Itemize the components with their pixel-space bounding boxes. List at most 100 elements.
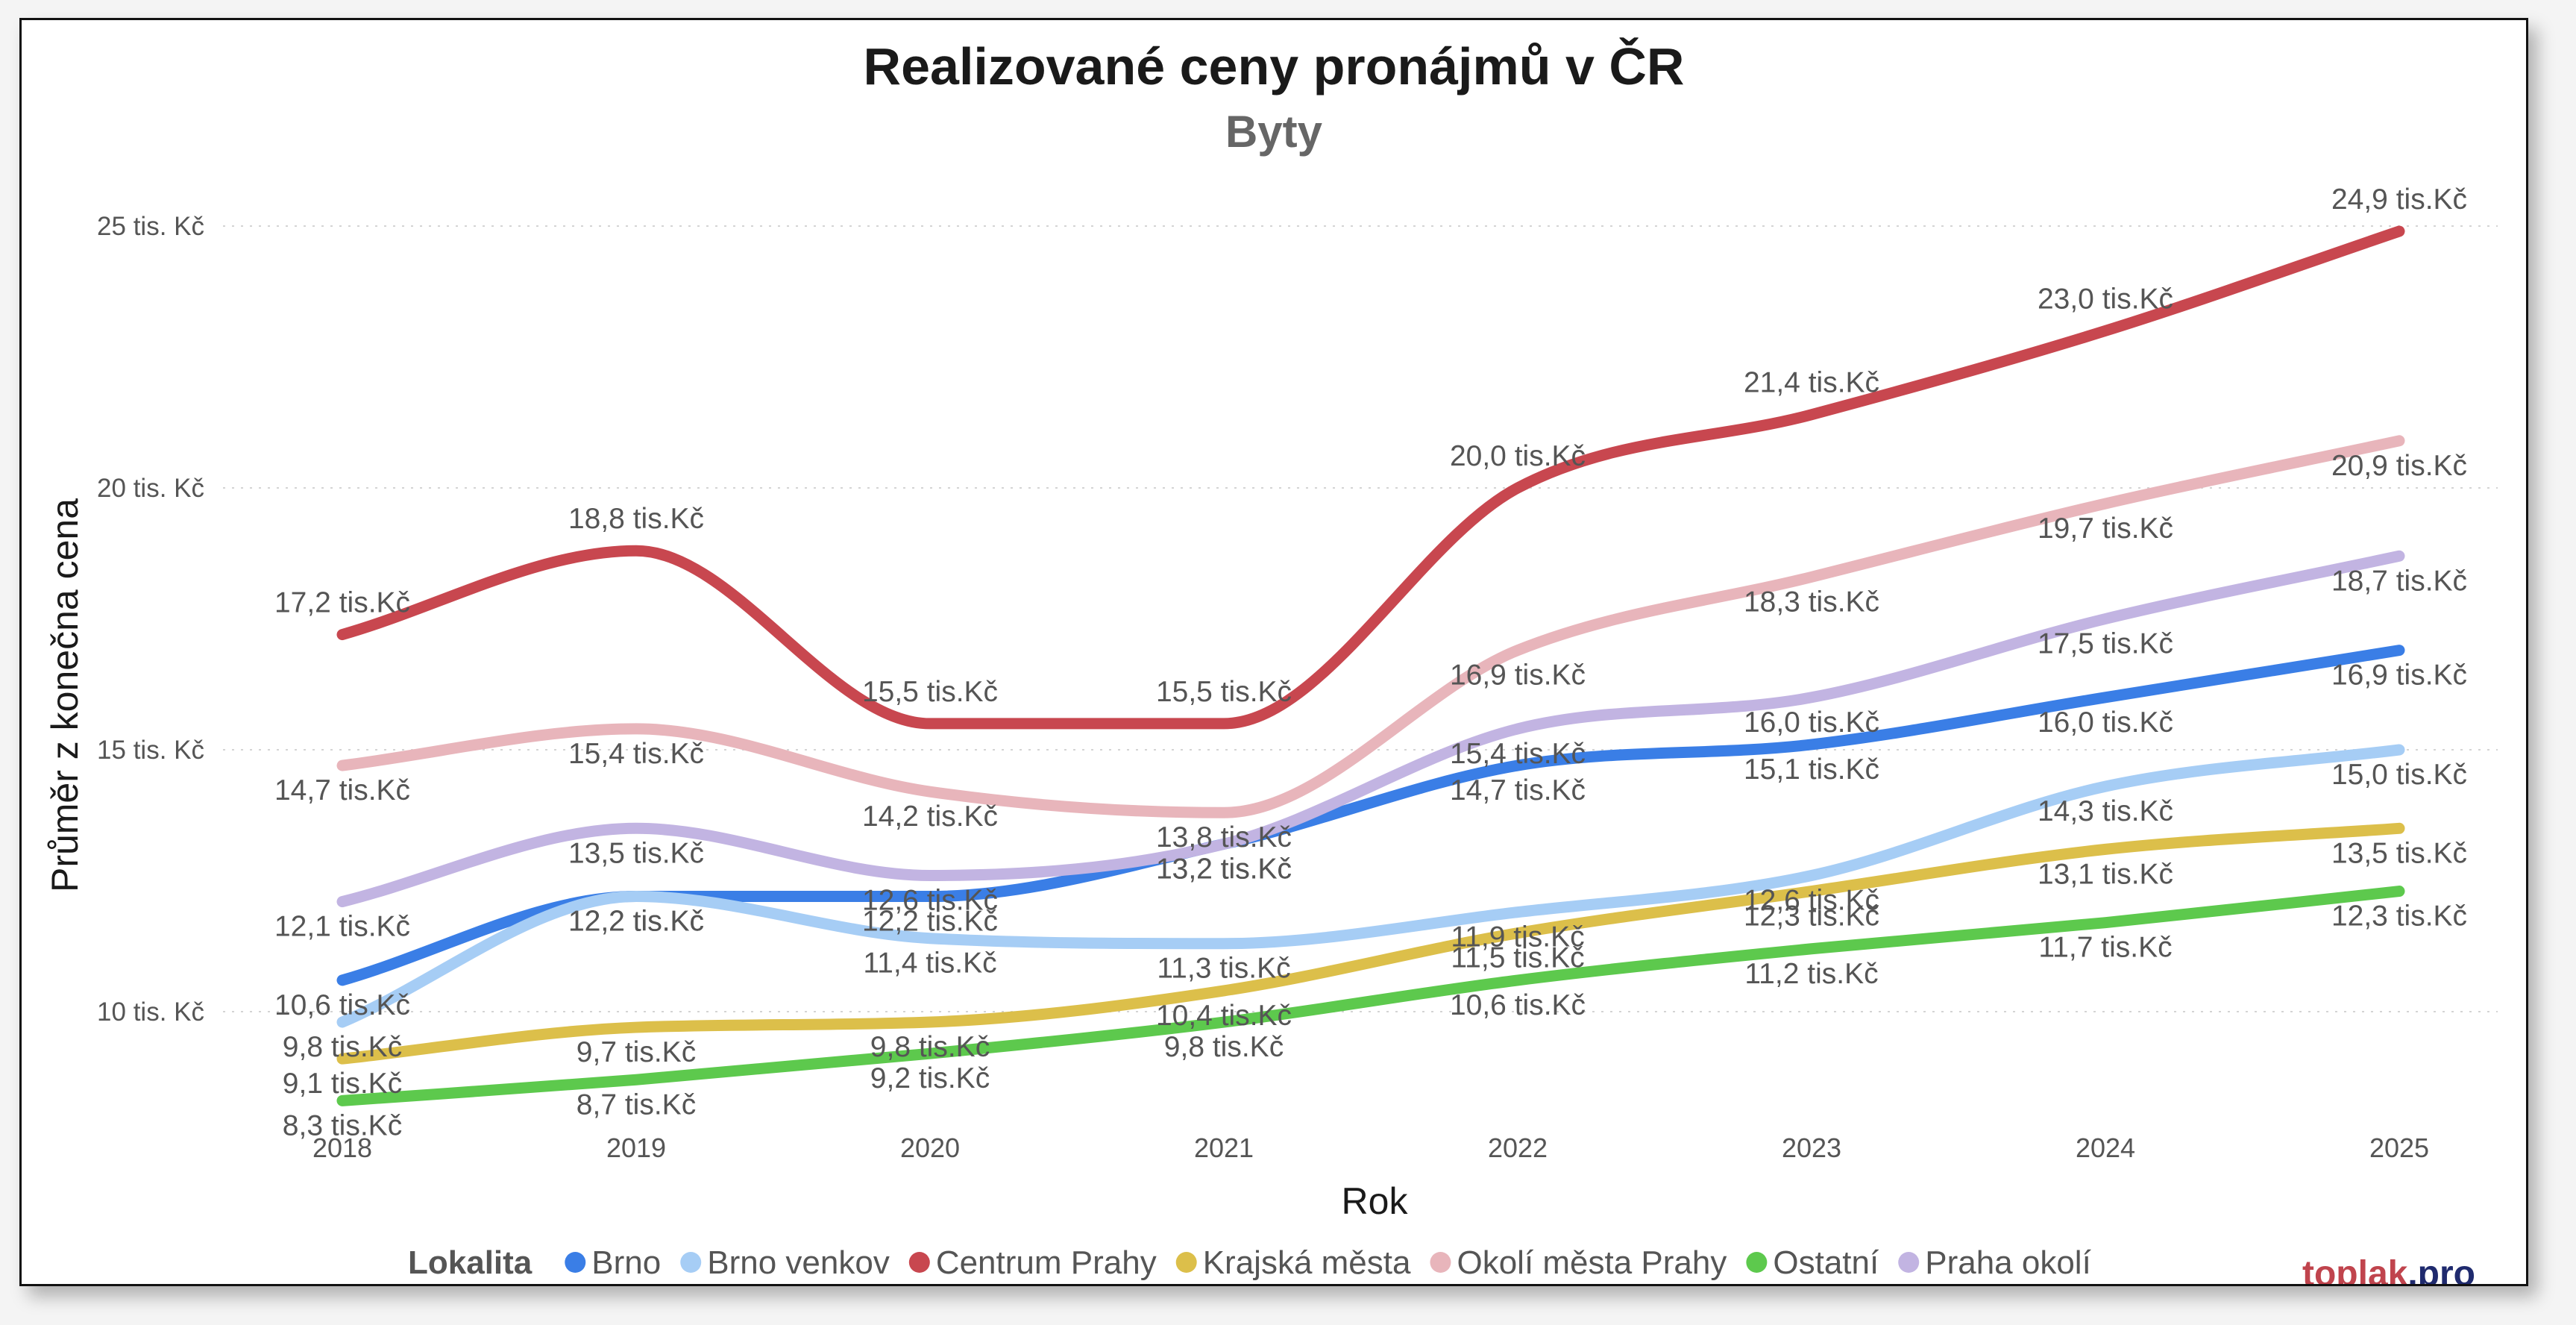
data-label: 11,5 tis.Kč: [1451, 942, 1584, 974]
legend: Lokalita Brno Brno venkov Centrum Prahy Kra…: [408, 1244, 2092, 1281]
data-label: 12,6 tis.Kč: [862, 884, 998, 916]
data-label: 15,4 tis.Kč: [1450, 738, 1586, 770]
chart-title: Realizované ceny pronájmů v ČR: [864, 37, 1685, 95]
y-tick-label: 15 tis. Kč: [97, 736, 204, 765]
data-label: 16,9 tis.Kč: [1450, 660, 1586, 692]
data-label: 15,5 tis.Kč: [862, 676, 998, 708]
y-tick-label: 25 tis. Kč: [97, 212, 204, 241]
legend-marker: [1898, 1252, 1920, 1273]
data-label: 9,7 tis.Kč: [577, 1036, 696, 1068]
brand-logo: toplak.pro: [2302, 1254, 2475, 1284]
data-label: 15,0 tis.Kč: [2331, 759, 2467, 791]
gridlines: [223, 225, 2498, 1012]
legend-item-brno-venkov[interactable]: Brno venkov: [680, 1244, 890, 1281]
data-label: 20,0 tis.Kč: [1450, 440, 1586, 472]
svg-text:toplak.pro: toplak.pro: [2302, 1254, 2475, 1284]
legend-label: Brno venkov: [707, 1244, 890, 1281]
data-label: 16,0 tis.Kč: [2038, 707, 2173, 739]
series-line-praha-okoli: [336, 550, 2405, 908]
chart-frame: Realizované ceny pronájmů v ČR Byty 10 t…: [19, 18, 2528, 1286]
x-tick-label: 2019: [606, 1133, 666, 1163]
series-line-centrum-prahy: [336, 225, 2405, 730]
data-label: 12,3 tis.Kč: [2331, 900, 2467, 933]
data-label: 14,7 tis.Kč: [1450, 774, 1586, 806]
data-label: 15,4 tis.Kč: [568, 738, 704, 770]
data-label: 10,4 tis.Kč: [1156, 1000, 1292, 1032]
brand-text-part2: .pro: [2407, 1254, 2475, 1284]
data-label: 13,8 tis.Kč: [1156, 821, 1292, 853]
y-tick-label: 20 tis. Kč: [97, 474, 204, 503]
legend-marker: [565, 1252, 586, 1273]
data-label: 14,3 tis.Kč: [2038, 795, 2173, 827]
series-line-brno-venkov: [336, 744, 2405, 1028]
legend-item-okoli-mesta-prahy[interactable]: Okolí města Prahy: [1430, 1244, 1727, 1281]
x-tick-label: 2024: [2076, 1133, 2135, 1163]
x-tick-label: 2022: [1488, 1133, 1548, 1163]
data-label: 14,7 tis.Kč: [274, 774, 410, 806]
legend-item-krajska-mesta[interactable]: Krajská města: [1175, 1244, 1411, 1281]
y-tick-label: 10 tis. Kč: [97, 997, 204, 1027]
x-axis-label: Rok: [1342, 1180, 1409, 1222]
legend-label: Praha okolí: [1925, 1244, 2091, 1281]
series-line-okoli-mesta-prahy: [336, 435, 2405, 818]
x-tick-label: 2023: [1782, 1133, 1841, 1163]
data-label: 12,1 tis.Kč: [274, 911, 410, 943]
data-label: 11,3 tis.Kč: [1157, 953, 1290, 985]
data-label: 13,2 tis.Kč: [1156, 853, 1292, 885]
data-label: 12,2 tis.Kč: [568, 906, 704, 938]
legend-item-centrum-prahy[interactable]: Centrum Prahy: [908, 1244, 1157, 1281]
data-label: 17,2 tis.Kč: [274, 587, 410, 619]
data-label: 9,1 tis.Kč: [283, 1068, 402, 1100]
data-label: 13,1 tis.Kč: [2038, 858, 2173, 890]
legend-marker: [680, 1252, 702, 1273]
data-label: 9,2 tis.Kč: [870, 1062, 990, 1094]
legend-item-brno[interactable]: Brno: [565, 1244, 661, 1281]
series-lines: [336, 225, 2405, 1106]
x-tick-label: 2021: [1194, 1133, 1254, 1163]
data-label: 13,5 tis.Kč: [568, 837, 704, 869]
legend-marker: [1430, 1252, 1451, 1273]
x-tick-label: 2020: [900, 1133, 960, 1163]
data-label: 12,6 tis.Kč: [1744, 884, 1879, 916]
data-label: 21,4 tis.Kč: [1744, 367, 1879, 399]
data-label: 11,7 tis.Kč: [2038, 932, 2172, 964]
data-label: 10,6 tis.Kč: [1450, 989, 1586, 1021]
legend-marker: [1175, 1252, 1197, 1273]
data-label: 15,1 tis.Kč: [1744, 754, 1879, 786]
legend-marker: [1746, 1252, 1768, 1273]
legend-label: Krajská města: [1203, 1244, 1411, 1281]
data-labels: 10,6 tis.Kč 9,8 tis.Kč 17,2 tis.Kč 9,1 tis.…: [274, 184, 2467, 1141]
series-line-krajska-mesta: [336, 822, 2405, 1065]
legend-label: Okolí města Prahy: [1457, 1244, 1727, 1281]
data-label: 9,8 tis.Kč: [283, 1031, 402, 1063]
data-label: 8,7 tis.Kč: [577, 1088, 696, 1121]
x-tick-label: 2025: [2369, 1133, 2429, 1163]
data-label: 24,9 tis.Kč: [2331, 184, 2467, 216]
legend-marker: [908, 1252, 930, 1273]
data-label: 18,7 tis.Kč: [2331, 565, 2467, 597]
data-label: 16,9 tis.Kč: [2331, 660, 2467, 692]
legend-item-praha-okoli[interactable]: Praha okolí: [1898, 1244, 2092, 1281]
y-axis-ticks: 10 tis. Kč 15 tis. Kč 20 tis. Kč 25 tis. Kč: [97, 212, 204, 1027]
data-label: 20,9 tis.Kč: [2331, 450, 2467, 482]
legend-label: Centrum Prahy: [936, 1244, 1157, 1281]
data-label: 12,3 tis.Kč: [1744, 900, 1879, 933]
legend-item-ostatni[interactable]: Ostatní: [1746, 1244, 1879, 1281]
data-label: 12,2 tis.Kč: [568, 906, 704, 938]
y-axis-label: Průměr z konečna cena: [44, 498, 86, 892]
data-label: 11,9 tis.Kč: [1451, 921, 1584, 953]
data-label: 9,8 tis.Kč: [870, 1031, 990, 1063]
x-axis-ticks: 2018 2019 2020 2021 2022 2023 2024 2025: [312, 1133, 2429, 1163]
legend-label: Brno: [591, 1244, 661, 1281]
data-label: 9,8 tis.Kč: [1164, 1031, 1284, 1063]
series-line-ostatni: [336, 886, 2405, 1106]
data-label: 8,3 tis.Kč: [283, 1109, 402, 1141]
brand-text-part1: toplak: [2302, 1254, 2408, 1284]
data-label: 23,0 tis.Kč: [2038, 283, 2173, 315]
data-label: 10,6 tis.Kč: [274, 989, 410, 1021]
data-label: 18,3 tis.Kč: [1744, 586, 1879, 618]
data-label: 14,2 tis.Kč: [862, 801, 998, 833]
data-label: 11,4 tis.Kč: [863, 947, 996, 980]
data-label: 18,8 tis.Kč: [568, 503, 704, 535]
data-label: 17,5 tis.Kč: [2038, 628, 2173, 660]
